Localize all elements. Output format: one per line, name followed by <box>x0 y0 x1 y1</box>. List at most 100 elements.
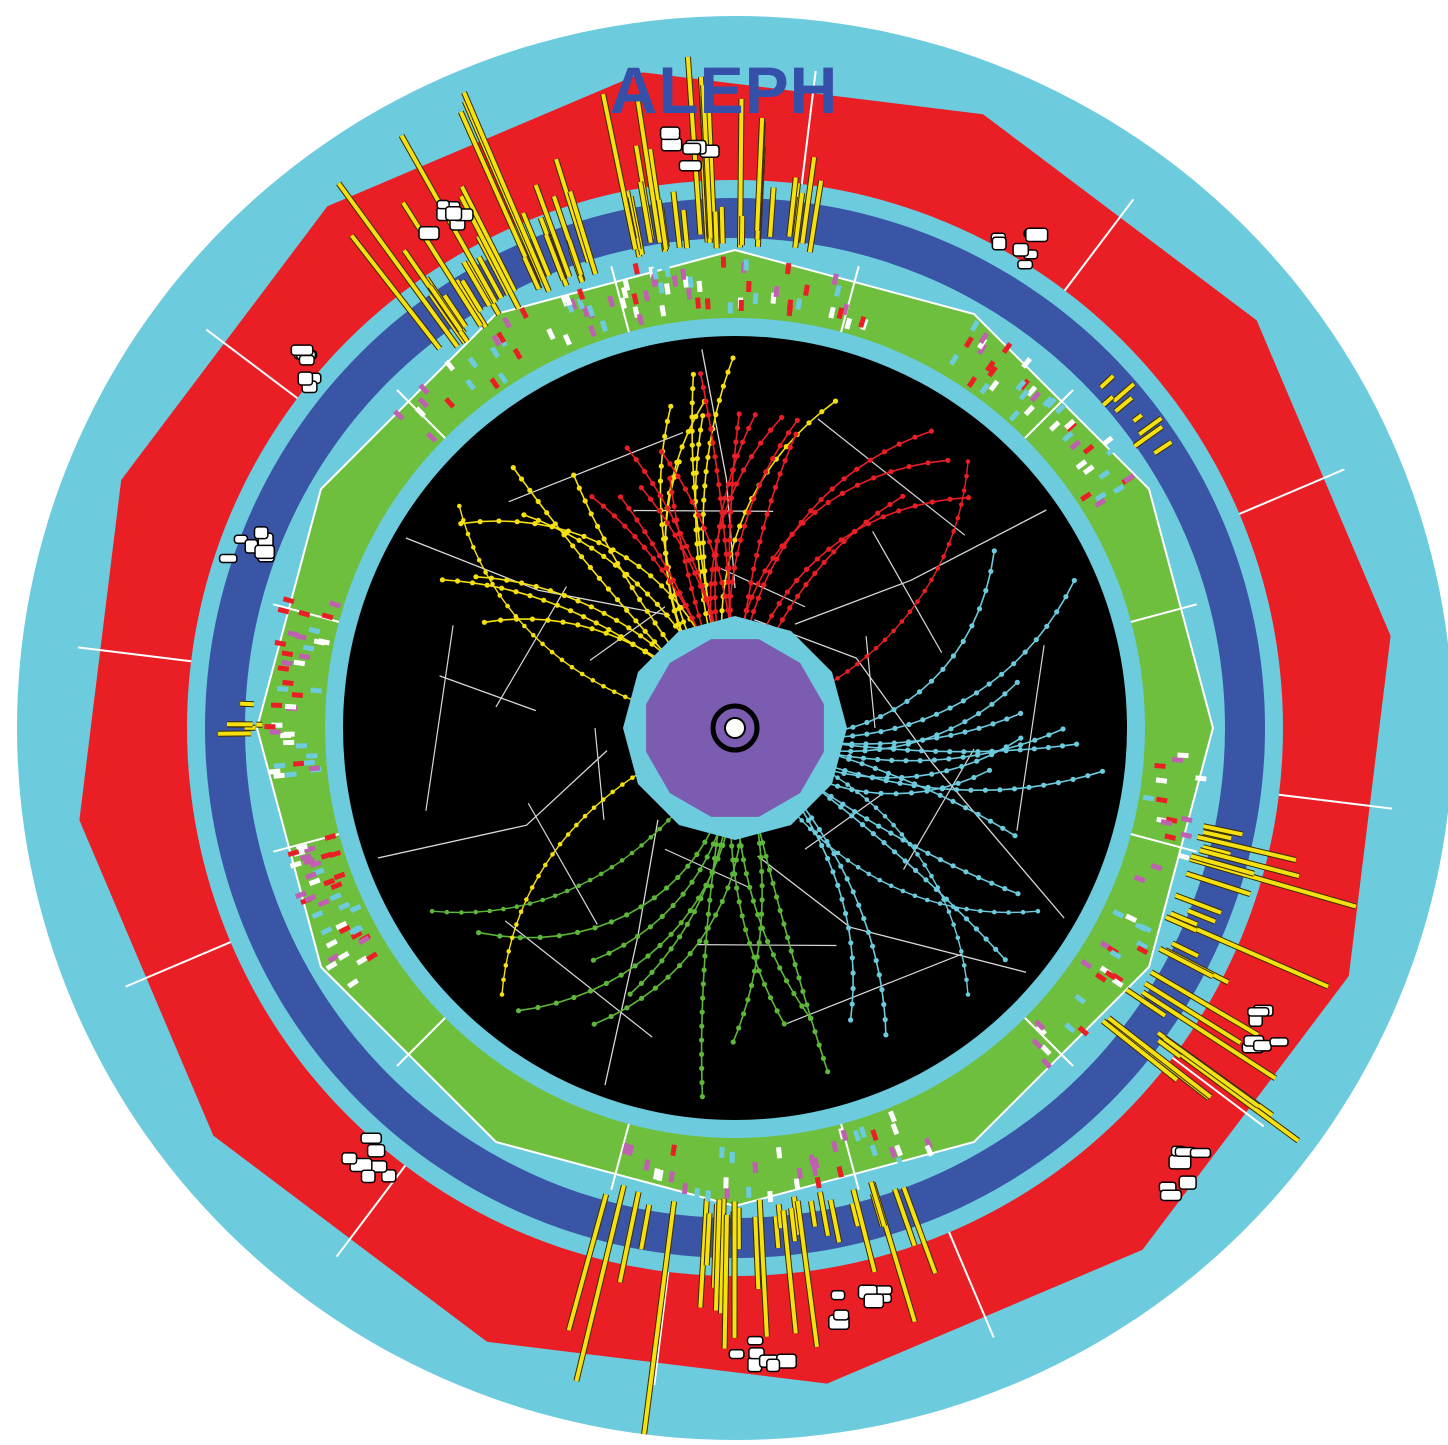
track-hit <box>855 662 860 667</box>
track-hit <box>498 593 503 598</box>
track-hit <box>515 519 520 524</box>
track-hit <box>863 520 868 525</box>
track-hit <box>648 573 653 578</box>
track-hit <box>747 885 752 890</box>
track-hit <box>870 775 875 780</box>
track-hit <box>976 726 981 731</box>
track-hit <box>819 843 824 848</box>
track-hit <box>888 831 893 836</box>
ecal-hit <box>746 281 751 292</box>
track-hit <box>847 754 852 759</box>
track-hit <box>649 970 654 975</box>
ecal-hit <box>705 298 711 309</box>
track-hit <box>748 580 753 585</box>
track-hit <box>791 991 796 996</box>
track-hit <box>925 460 930 465</box>
sector-boundary <box>697 945 837 946</box>
track-hit <box>709 884 714 889</box>
track-hit <box>601 797 606 802</box>
track-hit <box>856 865 861 870</box>
track-hit <box>956 516 961 521</box>
ecal-hit <box>270 729 281 734</box>
track-hit <box>571 995 576 1000</box>
track-hit <box>897 781 902 786</box>
track-hit <box>706 912 711 917</box>
track-hit <box>989 702 994 707</box>
track-hit <box>710 440 715 445</box>
track-hit <box>884 778 889 783</box>
track-hit <box>722 510 727 515</box>
track-hit <box>519 476 524 481</box>
track-hit <box>577 486 582 491</box>
track-hit <box>595 524 600 529</box>
calorimeter-tower <box>707 1213 710 1265</box>
track-hit <box>1085 773 1090 778</box>
track-hit <box>883 1032 888 1037</box>
ecal-hit <box>1177 752 1188 758</box>
track-hit <box>891 745 896 750</box>
track-hit <box>690 429 695 434</box>
track-hit <box>677 590 682 595</box>
track-hit <box>728 509 733 514</box>
track-hit <box>848 1017 853 1022</box>
track-hit <box>727 538 732 543</box>
track-hit <box>786 430 791 435</box>
track-hit <box>774 894 779 899</box>
track-hit <box>783 458 788 463</box>
track-hit <box>696 896 701 901</box>
track-hit <box>740 913 745 918</box>
track-hit <box>664 885 669 890</box>
track-hit <box>988 819 993 824</box>
ecal-hit <box>739 300 744 311</box>
track-hit <box>575 930 580 935</box>
track-hit <box>630 642 635 647</box>
track-hit <box>652 895 657 900</box>
track-hit <box>681 892 686 897</box>
track-hit <box>514 614 519 619</box>
track-hit <box>759 912 764 917</box>
track-hit <box>667 476 672 481</box>
track-hit <box>719 580 724 585</box>
track-hit <box>771 952 776 957</box>
track-hit <box>536 499 541 504</box>
track-hit <box>845 669 850 674</box>
track-hit <box>707 898 712 903</box>
track-hit <box>540 642 545 647</box>
track-hit <box>751 898 756 903</box>
muon-hit <box>683 143 701 154</box>
track-hit <box>948 733 953 738</box>
track-hit <box>653 620 658 625</box>
track-hit <box>703 399 708 404</box>
track-hit <box>530 617 535 622</box>
track-hit <box>693 600 698 605</box>
track-hit <box>964 474 969 479</box>
track-hit <box>929 772 934 777</box>
track-hit <box>976 875 981 880</box>
track-hit <box>854 467 859 472</box>
track-hit <box>962 729 967 734</box>
track-hit <box>575 622 580 627</box>
track-hit <box>690 557 695 562</box>
track-hit <box>1046 732 1051 737</box>
track-hit <box>984 936 989 941</box>
track-hit <box>614 618 619 623</box>
track-hit <box>704 469 709 474</box>
track-hit <box>752 969 757 974</box>
track-hit <box>961 755 966 760</box>
track-hit <box>513 589 518 594</box>
ecal-hit <box>283 740 294 745</box>
track-hit <box>1018 747 1023 752</box>
track-hit <box>1018 736 1023 741</box>
track-hit <box>886 771 891 776</box>
track-hit <box>1044 624 1049 629</box>
track-hit <box>760 897 765 902</box>
track-hit <box>548 588 553 593</box>
track-hit <box>659 464 664 469</box>
track-hit <box>992 910 997 915</box>
track-hit <box>1003 957 1008 962</box>
track-hit <box>550 650 555 655</box>
track-hit <box>728 524 733 529</box>
track-hit <box>612 513 617 518</box>
track-hit <box>699 1024 704 1029</box>
track-hit <box>737 899 742 904</box>
